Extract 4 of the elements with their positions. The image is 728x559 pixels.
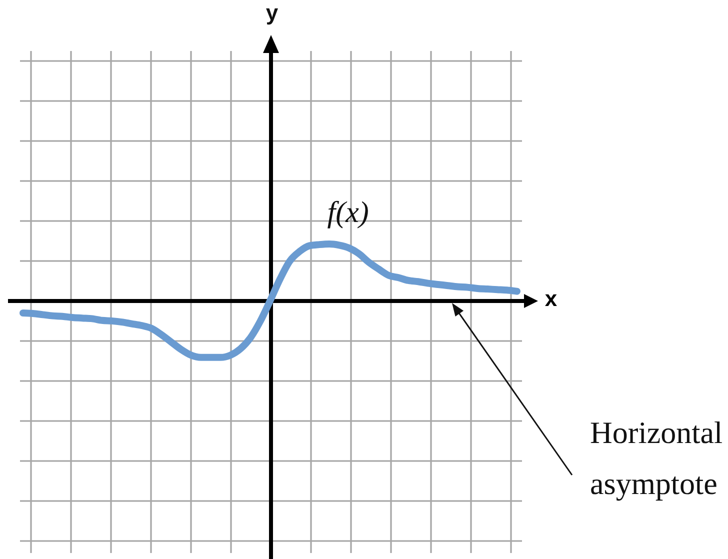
x-axis-title: x: [544, 286, 558, 311]
series-label: f(x): [327, 196, 369, 229]
text: Horizontal asymptote: [590, 415, 723, 501]
text: y: [266, 0, 279, 25]
